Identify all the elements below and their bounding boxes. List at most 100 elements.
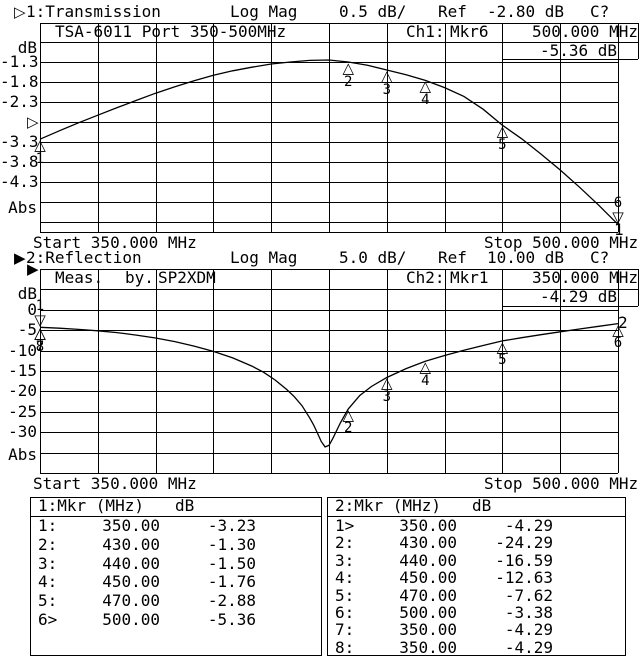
marker-row-freq: 430.00 — [102, 534, 160, 554]
plot-gridline-v — [213, 269, 215, 473]
plot1-marker-value: -5.36 dB — [540, 41, 618, 60]
y-axis-label: -2.3 — [0, 92, 39, 111]
marker-row-number: 7: — [335, 620, 355, 640]
marker-table-header-col2: dB — [175, 496, 195, 515]
marker-row-freq: 500.00 — [399, 603, 457, 622]
plot-band-line — [40, 42, 638, 43]
plot2-start-freq: Start 350.000 MHz — [33, 474, 197, 493]
ch1-format: Log Mag — [230, 2, 298, 21]
marker-readout-right-border — [638, 269, 639, 306]
plot2-abs-label: Abs — [8, 445, 37, 464]
marker-table-header-underline — [31, 516, 321, 517]
plot-right-border — [618, 269, 619, 473]
plot2-marker-value: -4.29 dB — [540, 287, 618, 306]
marker-number: 8 — [35, 338, 45, 355]
marker-down-triangle-icon: ▽ — [34, 311, 46, 330]
marker-row-number: 6> — [38, 610, 58, 629]
marker-row-freq: 350.00 — [399, 637, 457, 657]
plot2-callsign-cell: SP2XDM — [158, 268, 216, 287]
ch1-ref-label: Ref — [438, 2, 467, 21]
marker-row-number: 2: — [335, 533, 355, 553]
plot-gridline-v — [271, 269, 273, 473]
marker-row-db: -4.29 — [504, 516, 553, 535]
ch1-ref-value: -2.80 dB — [487, 2, 565, 21]
plot-bottom-border — [40, 232, 618, 233]
plot-gridline-v — [502, 269, 504, 473]
marker-number: 3 — [382, 81, 392, 98]
marker-row-db: -1.50 — [207, 553, 256, 573]
plot1-marker-freq: 500.000 MHz — [532, 22, 638, 41]
y-axis-label: 0 — [27, 299, 37, 319]
marker-row-number: 4: — [38, 572, 58, 592]
marker-number: 2 — [344, 420, 353, 437]
marker-row-number: 5: — [335, 585, 355, 605]
marker-row-db: -3.38 — [504, 603, 553, 622]
ch2-cal-status: C? — [590, 248, 610, 267]
marker-readout-underline — [502, 306, 638, 307]
marker-row-freq: 440.00 — [399, 550, 457, 570]
marker-row-number: 2: — [38, 534, 58, 554]
plot1-marker-cell: Mkr6 — [450, 22, 489, 41]
plot-gridline-v — [271, 23, 273, 232]
y-axis-label: -25 — [8, 401, 37, 421]
marker-row-number: 1: — [38, 516, 58, 535]
ch1-active-arrow-icon: ▷ — [14, 3, 26, 21]
plot-top-border — [40, 269, 638, 270]
marker-number: 4 — [421, 91, 430, 108]
y-axis-label: -3.8 — [0, 152, 39, 171]
plot2-stop-freq: Stop 500.000 MHz — [484, 474, 639, 493]
marker-number: 5 — [498, 136, 507, 153]
plot-bottom-border — [40, 473, 618, 474]
marker-row-db: -7.62 — [504, 585, 553, 605]
plot-gridline-v — [97, 269, 99, 473]
plot1-abs-label: Abs — [8, 198, 37, 217]
plot2-ref-level-arrow-icon: ▶ — [27, 260, 39, 278]
marker-table-box — [30, 497, 322, 656]
plot-band-line — [40, 289, 638, 291]
y-axis-label: -15 — [8, 361, 37, 380]
plot-gridline-v — [155, 23, 157, 232]
ch2-ref-label: Ref — [438, 248, 467, 267]
marker-row-db: -12.63 — [495, 568, 553, 588]
marker-row-freq: 470.00 — [102, 591, 160, 611]
marker-row-db: -2.88 — [207, 591, 256, 611]
plot2-marker-freq: 350.000 MHz — [532, 268, 638, 287]
ch1-title: 1:Transmission — [26, 2, 161, 21]
marker-number: 5 — [498, 352, 507, 369]
plot-gridline-v — [97, 23, 99, 232]
marker-row-freq: 350.00 — [399, 620, 457, 640]
plot-top-border — [40, 23, 638, 24]
plot-left-border — [40, 23, 41, 232]
marker-number: 6 — [613, 335, 623, 352]
y-axis-label: -3.3 — [0, 132, 39, 151]
plot1-start-freq: Start 350.000 MHz — [33, 233, 197, 252]
y-axis-label: -4.3 — [0, 172, 39, 191]
plot2-y-unit: dB — [17, 284, 37, 303]
marker-row-freq: 470.00 — [399, 585, 457, 605]
y-axis-label: -10 — [8, 340, 37, 360]
ch1-scale: 0.5 dB/ — [339, 2, 407, 21]
marker-number: 6 — [613, 195, 623, 212]
y-axis-label: -20 — [8, 381, 37, 401]
marker-row-freq: 350.00 — [102, 516, 160, 535]
marker-table-header-underline — [328, 516, 625, 517]
plot2-channel-cell: Ch2: — [406, 268, 445, 287]
marker-down-triangle-icon: ▽ — [612, 208, 624, 227]
plot-gridline-v — [444, 269, 446, 473]
marker-row-freq: 450.00 — [102, 572, 160, 592]
plot1-ref-level-arrow-icon: ▷ — [27, 113, 39, 131]
ch2-scale: 5.0 dB/ — [339, 248, 407, 267]
ch2-format: Log Mag — [230, 248, 298, 267]
marker-row-db: -4.29 — [504, 637, 553, 657]
ch2-ref-value: 10.00 dB — [487, 248, 565, 267]
y-axis-label: -1.3 — [0, 52, 39, 71]
marker-row-number: 8: — [335, 637, 355, 657]
marker-row-freq: 450.00 — [399, 568, 457, 588]
marker-row-db: -5.36 — [207, 610, 256, 629]
marker-row-db: -1.30 — [207, 534, 256, 554]
marker-table-header-col1: 1:Mkr (MHz) — [38, 496, 144, 515]
y-axis-label: -5 — [17, 320, 37, 340]
marker-row-number: 1> — [335, 516, 355, 535]
plot-right-border — [618, 23, 619, 232]
